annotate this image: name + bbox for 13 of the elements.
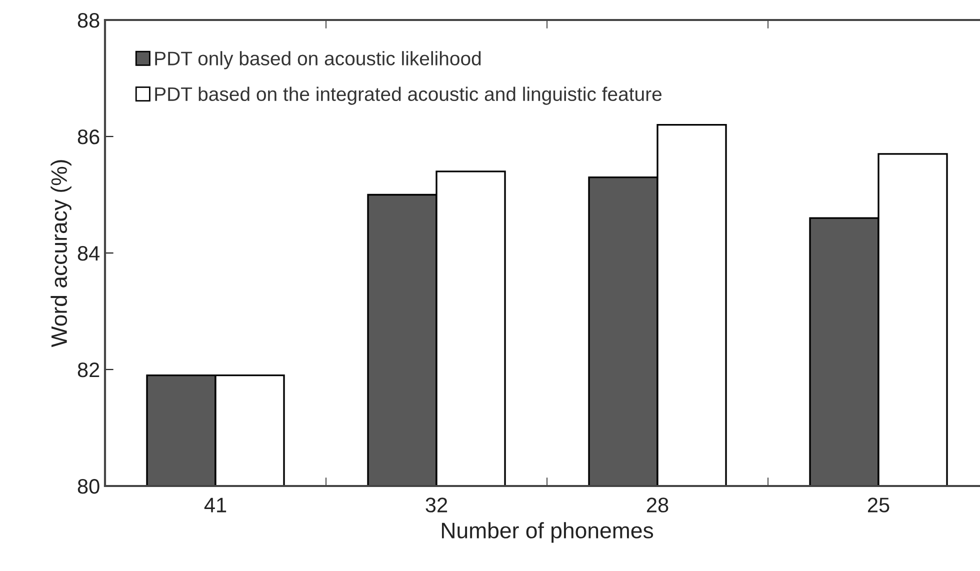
- y-tick-label: 86: [78, 130, 100, 144]
- x-tick-label: 41: [204, 498, 226, 512]
- x-tick-label: 28: [646, 498, 668, 512]
- y-tick-label: 82: [78, 362, 100, 378]
- x-tick-label: 25: [868, 498, 890, 512]
- y-tick-label: 80: [78, 479, 100, 494]
- x-axis-title: Number of phonemes: [442, 522, 654, 543]
- y-tick-label: 84: [78, 246, 100, 261]
- legend-label: PDT only based on acoustic likelihood: [155, 51, 481, 70]
- y-axis-title: Word accuracy (%): [50, 160, 72, 348]
- legend-label: PDT based on the integrated acoustic and linguistic feature: [155, 86, 662, 105]
- y-tick-label: 88: [78, 13, 100, 28]
- x-tick-label: 32: [426, 498, 448, 512]
